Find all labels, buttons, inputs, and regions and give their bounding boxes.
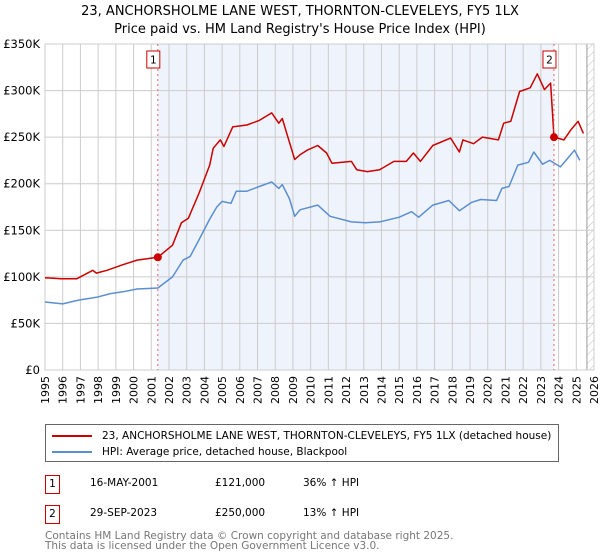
transaction-badge: 1 [45, 475, 60, 494]
sale-point [153, 253, 162, 262]
y-tick-label: £150K [3, 223, 40, 237]
sale-label: 2 [546, 55, 553, 67]
x-tick-label: 1998 [92, 376, 105, 404]
x-tick-label: 2017 [429, 376, 442, 404]
legend-label-hpi: HPI: Average price, detached house, Blac… [102, 446, 348, 458]
x-tick-label: 2020 [482, 376, 495, 404]
x-tick-label: 1995 [39, 376, 52, 404]
sale-label: 1 [150, 55, 157, 67]
transaction-date: 16-MAY-2001 [90, 477, 159, 489]
x-tick-label: 2024 [553, 376, 566, 404]
footer: Contains HM Land Registry data © Crown c… [45, 530, 454, 552]
legend-item-property: 23, ANCHORSHOLME LANE WEST, THORNTON-CLE… [52, 429, 551, 443]
plot-border [44, 43, 595, 371]
y-tick-label: £350K [3, 37, 40, 51]
transaction-row: 1 16-MAY-2001 £121,000 36% ↑ HPI [45, 475, 565, 494]
x-tick-label: 2013 [358, 376, 371, 404]
sale-label-box [542, 50, 557, 69]
chart-title: 23, ANCHORSHOLME LANE WEST, THORNTON-CLE… [81, 4, 519, 19]
transaction-price: £121,000 [215, 477, 266, 489]
footer-copyright: Contains HM Land Registry data © Crown c… [45, 530, 454, 542]
legend-swatch-red [52, 435, 92, 437]
sale-point [549, 133, 558, 142]
legend: 23, ANCHORSHOLME LANE WEST, THORNTON-CLE… [45, 424, 559, 462]
x-tick-label: 2008 [269, 376, 282, 404]
transaction-date: 29-SEP-2023 [90, 507, 158, 519]
transaction-hpi: 36% ↑ HPI [303, 477, 360, 489]
price-chart: 1 2 1995 1996 1997 1998 1999 2000 2001 2002 2003 20… [3, 37, 600, 404]
transaction-price: £250,000 [215, 507, 266, 519]
chart-subtitle: Price paid vs. HM Land Registry's House … [114, 22, 486, 37]
x-tick-label: 2001 [145, 376, 158, 404]
x-tick-label: 2012 [340, 376, 353, 404]
x-tick-label: 2006 [234, 376, 247, 404]
transaction-hpi: 13% ↑ HPI [303, 507, 360, 519]
hpi-line [44, 149, 581, 305]
x-tick-label: 2026 [588, 376, 600, 404]
property-price-line [44, 73, 585, 280]
y-tick-label: £0 [25, 363, 40, 377]
x-tick-label: 1996 [57, 376, 70, 404]
transaction-badge: 2 [45, 505, 60, 524]
x-tick-label: 2004 [198, 376, 211, 404]
x-tick-label: 2022 [517, 376, 530, 404]
sale-label-box [146, 50, 161, 69]
legend-item-hpi: HPI: Average price, detached house, Blac… [52, 445, 347, 459]
x-tick-label: 2025 [570, 376, 583, 404]
x-tick-label: 2009 [287, 376, 300, 404]
x-tick-label: 2010 [305, 376, 318, 404]
legend-swatch-blue [52, 451, 92, 453]
y-tick-label: £100K [3, 270, 40, 284]
x-tick-label: 2019 [464, 376, 477, 404]
x-tick-label: 2011 [322, 376, 335, 404]
x-tick-label: 2005 [216, 376, 229, 404]
x-tick-label: 2003 [181, 376, 194, 404]
legend-label-property: 23, ANCHORSHOLME LANE WEST, THORNTON-CLE… [102, 430, 552, 442]
y-tick-label: £200K [3, 177, 40, 191]
y-tick-label: £300K [3, 84, 40, 98]
x-tick-label: 2018 [446, 376, 459, 404]
forecast-hatch [586, 44, 594, 370]
x-tick-label: 2016 [411, 376, 424, 404]
x-tick-label: 2000 [128, 376, 141, 404]
transaction-row: 2 29-SEP-2023 £250,000 13% ↑ HPI [45, 505, 565, 524]
x-tick-label: 2023 [535, 376, 548, 404]
x-tick-label: 2002 [163, 376, 176, 404]
footer-licence: This data is licensed under the Open Gov… [45, 540, 380, 552]
x-tick-label: 1997 [74, 376, 87, 404]
x-tick-label: 2007 [252, 376, 265, 404]
x-tick-label: 2015 [393, 376, 406, 404]
y-tick-label: £250K [3, 130, 40, 144]
x-tick-label: 2021 [499, 376, 512, 404]
x-tick-label: 1999 [110, 376, 123, 404]
x-tick-label: 2014 [375, 376, 388, 404]
y-tick-label: £50K [11, 316, 41, 330]
